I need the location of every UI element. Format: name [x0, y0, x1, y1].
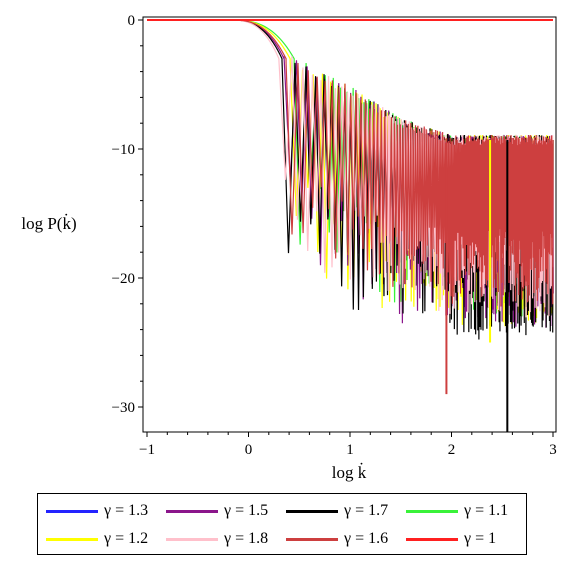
y-tick-label: −30 — [112, 400, 135, 416]
legend-item: γ = 1.2 — [46, 525, 148, 553]
series-layer — [147, 19, 554, 432]
legend-swatch — [166, 537, 218, 541]
x-tick-label: 1 — [346, 442, 354, 458]
legend-item: γ = 1.1 — [406, 497, 508, 525]
y-tick-label: −20 — [112, 271, 135, 287]
legend-swatch — [46, 509, 98, 513]
y-axis-label: log P(k̇) — [21, 214, 76, 233]
legend-swatch — [286, 509, 338, 513]
axes-layer: −1 0 1 2 30−10−20−30 — [112, 13, 557, 458]
legend-item: γ = 1 — [406, 525, 496, 553]
x-tick-label: 3 — [549, 442, 557, 458]
legend-label: γ = 1.7 — [344, 502, 389, 519]
legend-swatch — [406, 537, 458, 541]
y-tick-label: 0 — [128, 13, 136, 29]
legend-swatch — [46, 537, 98, 541]
legend-label: γ = 1.6 — [344, 530, 389, 547]
legend-label: γ = 1.2 — [104, 530, 149, 547]
legend-label: γ = 1.3 — [104, 502, 149, 519]
legend-swatch — [166, 509, 218, 513]
y-tick-label: −10 — [112, 142, 135, 158]
legend-swatch — [406, 509, 458, 513]
legend-label: γ = 1 — [464, 530, 497, 547]
legend-label: γ = 1.1 — [464, 502, 509, 519]
chart-plot: −1 0 1 2 30−10−20−30 log k̇ log P(k̇) — [21, 13, 557, 482]
x-tick-label: 2 — [448, 442, 456, 458]
x-axis-label: log k̇ — [332, 463, 367, 482]
legend-item: γ = 1.8 — [166, 525, 268, 553]
legend-item: γ = 1.3 — [46, 497, 148, 525]
legend-item: γ = 1.6 — [286, 525, 388, 553]
legend: γ = 1.3 γ = 1.5 γ = 1.7 γ = 1.1 γ = 1.2 γ = 1… — [37, 493, 527, 555]
legend-item: γ = 1.5 — [166, 497, 268, 525]
legend-item: γ = 1.7 — [286, 497, 388, 525]
legend-label: γ = 1.5 — [224, 502, 269, 519]
legend-swatch — [286, 537, 338, 541]
x-tick-label: −1 — [139, 442, 155, 458]
series-line — [147, 19, 554, 307]
legend-label: γ = 1.8 — [224, 530, 269, 547]
x-tick-label: 0 — [245, 442, 253, 458]
